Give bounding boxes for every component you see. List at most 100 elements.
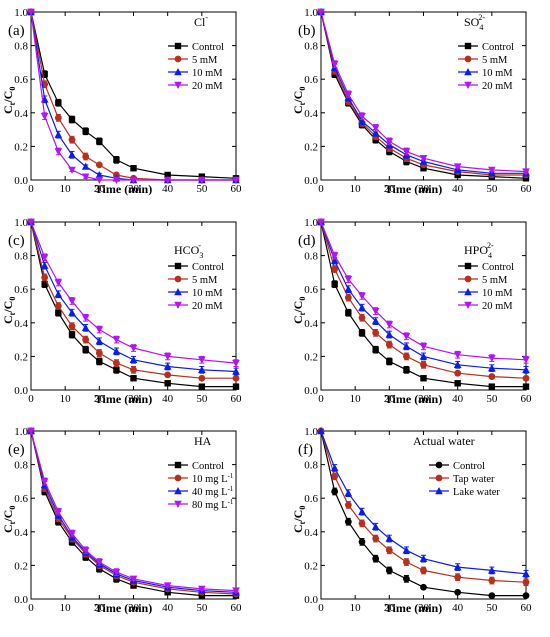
y-tick-label: 0.2 [304,141,318,153]
marker-triangle-up [344,285,353,293]
annotation-main: SO [464,15,480,29]
marker-square [113,156,120,164]
x-tick-label: 0 [28,393,34,405]
annotation: HA [194,434,212,448]
marker-square [41,280,48,288]
marker-triangle-up [68,308,76,316]
y-tick-label: 0.0 [304,594,318,606]
marker-square [358,329,366,337]
marker-square [174,461,182,469]
y-label-sub-0: 0 [8,297,17,301]
marker-triangle-down [385,138,394,146]
x-tick-label: 10 [350,602,362,614]
x-tick-label: 0 [28,183,34,195]
marker-square [55,99,62,106]
marker-square [522,383,530,390]
y-label-c: C [291,315,305,324]
y-label-sub-t: t [8,102,17,105]
legend-label: Control [192,461,224,472]
x-tick-label: 50 [486,602,498,614]
x-tick-label: 20 [94,393,106,405]
marker-triangle-down [68,297,76,305]
marker-triangle-down [344,275,353,284]
x-axis-label: Time (min) [95,601,152,615]
legend-label: Control [482,42,514,53]
legend-label: Control [192,262,224,273]
panel-label: (a) [8,23,25,39]
x-tick-label: 40 [162,393,174,405]
x-tick-label: 20 [384,183,396,195]
x-tick-label: 10 [350,393,362,405]
annotation-sup: - [205,13,208,22]
legend: Control 5 mM 10 mM 20 mM [458,42,514,92]
annotation: Cl- [194,13,208,29]
y-label-c: C [291,105,305,114]
y-axis-label: Ct/C0 [291,87,307,114]
legend-label: 5 mM [482,55,508,66]
marker-triangle-up [488,566,496,574]
y-label-sub-t: t [8,521,17,524]
marker-square [386,358,393,365]
y-axis-label: Ct/C0 [1,297,17,324]
legend-label: Control [482,262,514,273]
marker-triangle-down [330,60,339,69]
marker-circle [488,577,496,584]
y-tick-label: 0.4 [14,318,28,330]
legend-label-text: Control [192,461,224,472]
series-line [30,11,236,181]
y-tick-label: 0.8 [14,41,28,53]
marker-circle [68,322,76,330]
legend-label: Lake water [453,487,500,498]
marker-triangle-down [95,558,104,567]
y-tick-label: 0.8 [14,460,28,472]
legend: Control Tap water Lake water [429,461,500,498]
legend-label: Control [192,42,224,53]
marker-triangle-down [40,254,49,262]
marker-triangle-down [163,353,172,361]
y-axis-label: Ct/C0 [291,297,307,324]
x-tick-label: 20 [384,393,396,405]
y-tick-label: 0.0 [304,385,318,397]
legend-label-text: 20 mM [192,301,223,312]
marker-triangle-down [68,166,76,174]
y-label-sub-t: t [298,102,307,105]
marker-triangle-down [488,166,496,174]
y-tick-label: 1.0 [304,426,318,438]
marker-triangle-down [129,344,138,352]
legend: Control 5 mM 10 mM 20 mM [168,262,224,312]
marker-triangle-down [95,176,104,184]
marker-circle [522,592,530,600]
y-tick-label: 0.2 [14,560,28,572]
x-tick-label: 50 [196,183,208,195]
marker-triangle-up [358,303,366,311]
legend-label-text: Control [192,262,224,273]
marker-triangle-up [317,427,325,435]
marker-triangle-down [112,336,121,344]
marker-circle [344,518,352,526]
marker-circle [372,535,380,542]
marker-circle [164,371,172,379]
marker-square [68,116,76,123]
legend-label-text: 20 mM [482,301,513,312]
marker-triangle-down [112,176,121,184]
marker-triangle-up [358,507,366,515]
y-tick-label: 0.2 [14,141,28,153]
marker-circle [420,567,427,574]
marker-triangle-up [330,463,339,472]
marker-circle [174,474,182,482]
annotation: SO42- [464,13,485,32]
legend-label-sup: -1 [228,485,234,493]
marker-triangle-up [174,288,182,296]
legend-label-text: Control [482,262,514,273]
legend-label: 5 mM [192,275,218,286]
marker-circle [54,114,62,122]
legend-label-text: Control [482,42,514,53]
x-tick-label: 20 [94,183,106,195]
series-line [320,11,527,179]
marker-square [174,42,182,50]
annotation-main: HA [194,434,212,448]
marker-triangle-down [81,314,90,322]
y-label-c: C [1,315,15,324]
